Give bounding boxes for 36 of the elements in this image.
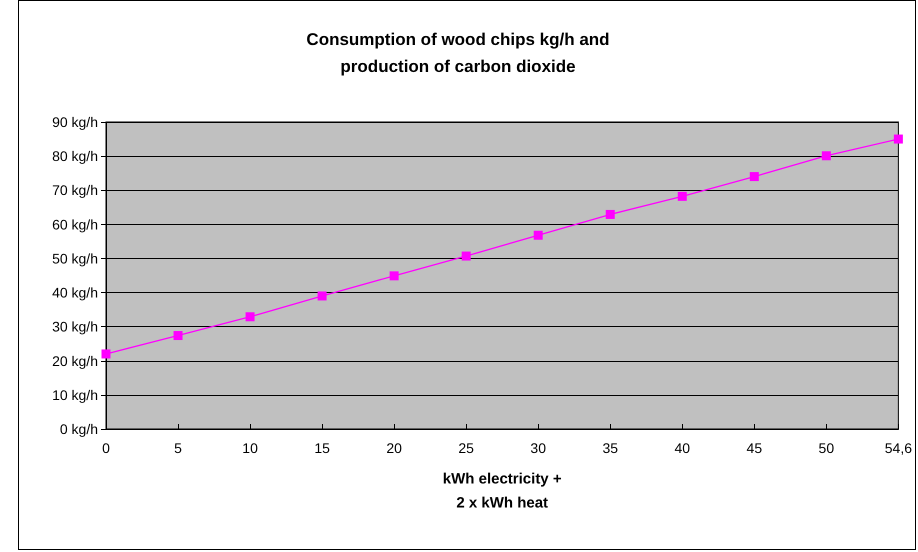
x-tick-label: 15 bbox=[314, 440, 330, 456]
point bbox=[390, 271, 399, 280]
x-tick-label: 0 bbox=[102, 440, 110, 456]
y-tick-label: 0 kg/h bbox=[60, 421, 98, 437]
point bbox=[894, 134, 903, 144]
point bbox=[174, 331, 183, 340]
y-tick-label: 20 kg/h bbox=[52, 352, 98, 369]
point bbox=[462, 252, 471, 261]
y-tick-label: 70 kg/h bbox=[52, 182, 98, 198]
y-tick-label: 30 kg/h bbox=[52, 318, 98, 335]
y-tick-label: 60 kg/h bbox=[52, 216, 98, 232]
x-tick-label: 5 bbox=[174, 440, 182, 456]
x-tick-label: 25 bbox=[458, 440, 474, 456]
chart-title: Consumption of wood chips kg/h and production of carbon dioxide bbox=[306, 30, 610, 76]
x-tick-label: 45 bbox=[746, 440, 762, 456]
point bbox=[822, 151, 831, 160]
y-tick-label: 50 kg/h bbox=[52, 250, 98, 266]
point bbox=[246, 312, 255, 322]
point bbox=[318, 291, 327, 300]
y-tick-label: 40 kg/h bbox=[52, 284, 98, 301]
x-tick-label: 20 bbox=[386, 440, 402, 456]
x-tick-label: 40 bbox=[674, 440, 690, 456]
point bbox=[678, 192, 687, 201]
x-tick-label: 30 bbox=[530, 440, 546, 456]
x-axis-title: kWh electricity + 2 x kWh heat bbox=[442, 470, 562, 512]
point bbox=[606, 210, 615, 219]
point bbox=[534, 230, 543, 240]
x-tick-label: 35 bbox=[602, 440, 618, 456]
y-tick-label: 90 kg/h bbox=[52, 114, 98, 130]
y-tick-label: 80 kg/h bbox=[52, 148, 98, 164]
x-tick-label: 50 bbox=[818, 440, 834, 456]
y-tick-label: 10 kg/h bbox=[52, 386, 98, 403]
point bbox=[102, 349, 110, 358]
x-tick-label: 10 bbox=[242, 440, 258, 456]
point bbox=[750, 172, 759, 182]
x-tick-label: 54,6 bbox=[884, 440, 912, 456]
